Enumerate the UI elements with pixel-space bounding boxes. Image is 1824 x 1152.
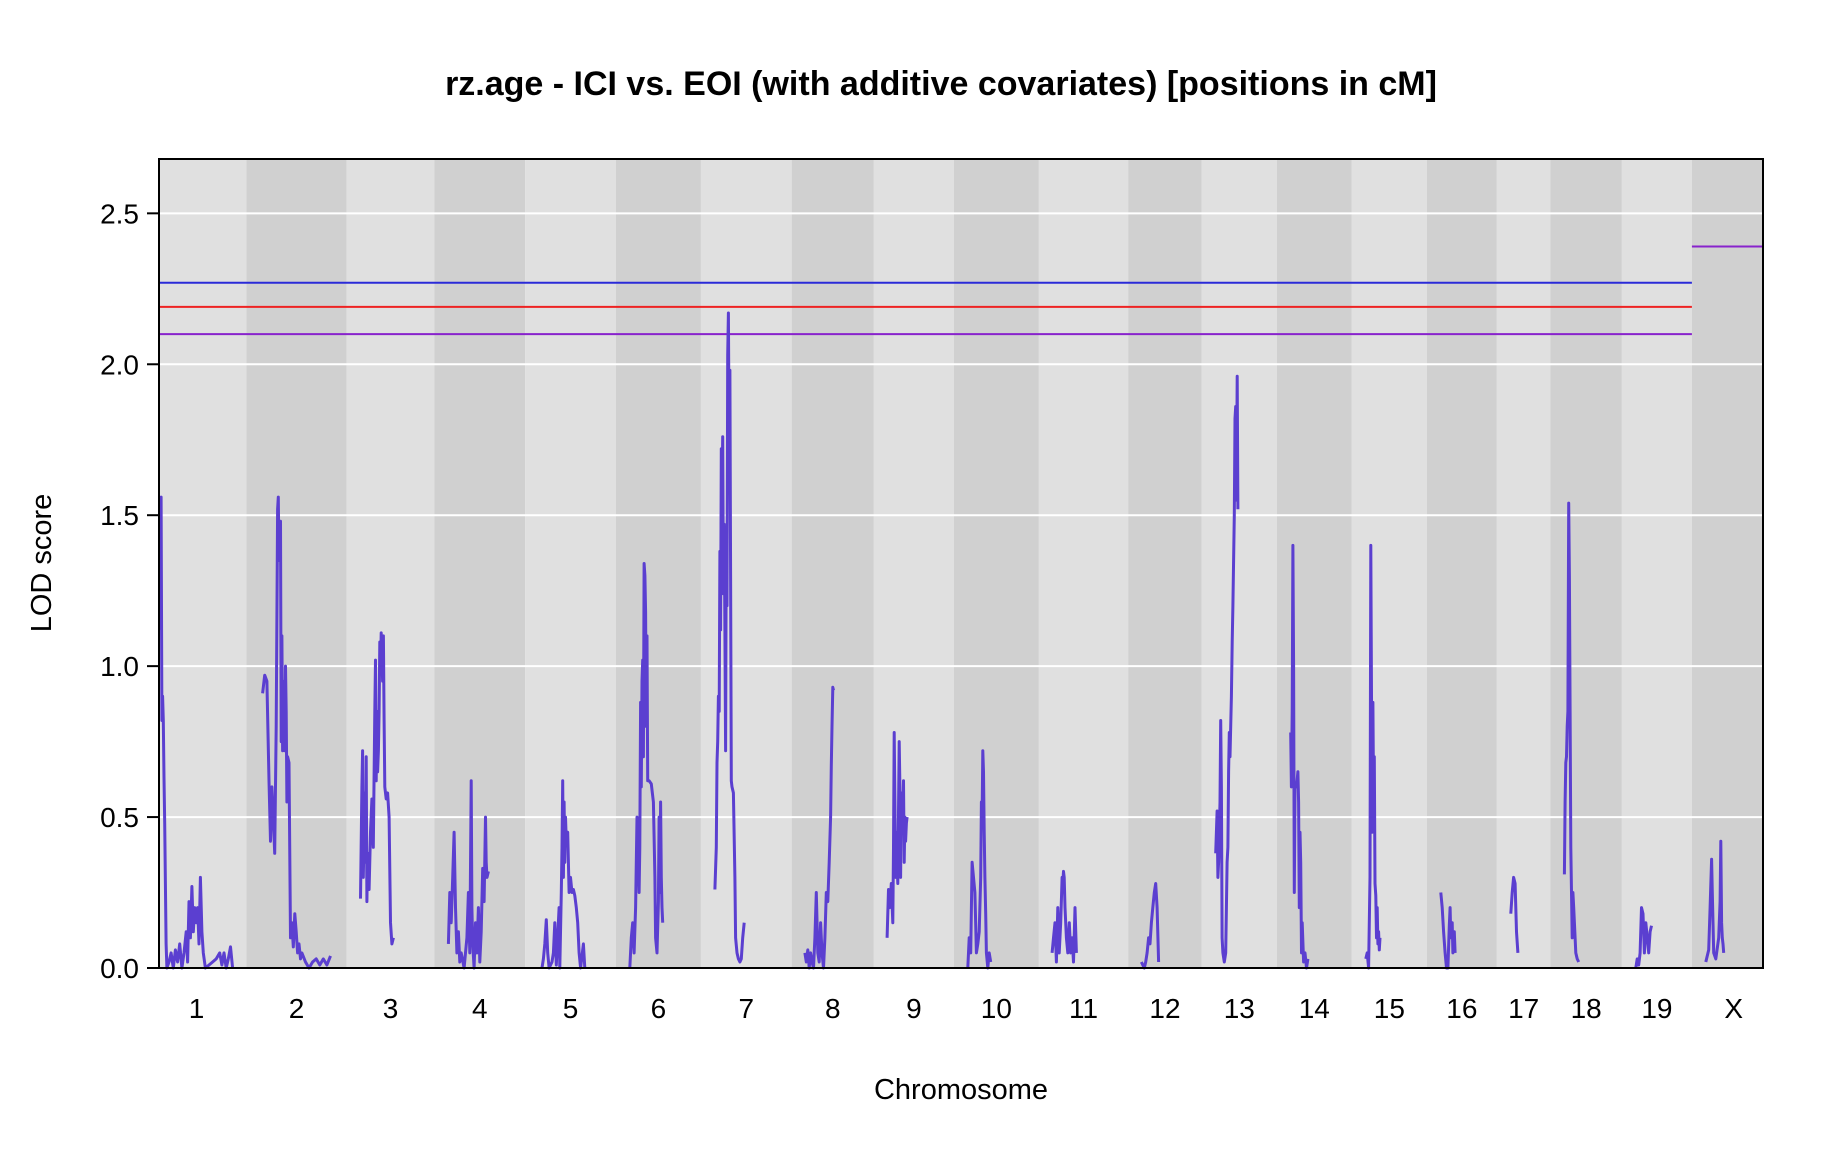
y-tick-label-1.0: 1.0 (100, 651, 139, 682)
chromosome-band-19 (1621, 159, 1692, 968)
lod-trace-chr-5 (540, 779, 587, 970)
x-tick-label-chr-6: 6 (651, 993, 667, 1024)
chromosome-band-7 (700, 159, 792, 968)
x-tick-label-chr-11: 11 (1069, 993, 1098, 1024)
x-tick-label-chr-7: 7 (739, 993, 755, 1024)
chromosome-band-17 (1496, 159, 1551, 968)
lod-trace-chr-8 (803, 685, 835, 970)
lod-trace-chr-11 (1050, 869, 1078, 964)
y-axis-label: LOD score (26, 494, 58, 633)
lod-trace-chr-14 (1289, 543, 1310, 970)
x-tick-label-chr-17: 17 (1508, 993, 1539, 1024)
x-tick-label-chr-4: 4 (472, 993, 488, 1024)
significance-thresholds (159, 245, 1763, 336)
chromosome-band-4 (434, 159, 526, 968)
chromosome-band-1 (159, 159, 247, 968)
chromosome-band-18 (1550, 159, 1622, 968)
x-tick-label-chr-19: 19 (1641, 993, 1672, 1024)
y-tick-label-0.5: 0.5 (100, 802, 139, 833)
y-tick-label-1.5: 1.5 (100, 500, 139, 531)
x-tick-label-chr-3: 3 (383, 993, 399, 1024)
chromosome-band-9 (873, 159, 954, 968)
plot-frame (158, 158, 1764, 969)
lod-trace-chr-3 (359, 631, 395, 946)
x-axis-label: Chromosome (874, 1074, 1048, 1106)
x-tick-label-chr-8: 8 (825, 993, 841, 1024)
chromosome-band-15 (1351, 159, 1427, 968)
x-tick-label-chr-15: 15 (1374, 993, 1405, 1024)
chromosome-band-5 (525, 159, 616, 968)
chromosome-band-12 (1128, 159, 1202, 968)
lod-trace-chr-9 (885, 731, 909, 938)
lod-trace-chr-2 (261, 495, 332, 970)
chromosome-bands (159, 159, 1763, 968)
y-axis-ticks: 0.0 0.5 1.0 1.5 2.0 2.5 (100, 198, 159, 984)
lod-trace-chr-X (1704, 839, 1726, 963)
chart-title: rz.age - ICI vs. EOI (with additive cova… (445, 65, 1437, 103)
x-tick-label-chr-5: 5 (563, 993, 579, 1024)
y-tick-label-2.0: 2.0 (100, 349, 139, 380)
y-tick-label-0.0: 0.0 (100, 953, 139, 984)
chromosome-band-11 (1038, 159, 1129, 968)
x-tick-label-chr-14: 14 (1299, 993, 1330, 1024)
lod-trace-chr-16 (1439, 892, 1457, 970)
lod-series (158, 311, 1726, 970)
chromosome-band-14 (1276, 159, 1352, 968)
chromosome-band-X (1691, 159, 1763, 968)
x-tick-label-chr-10: 10 (981, 993, 1012, 1024)
x-tick-label-chr-1: 1 (189, 993, 205, 1024)
chromosome-band-2 (246, 159, 347, 968)
x-tick-label-chr-9: 9 (906, 993, 922, 1024)
lod-trace-chr-7 (713, 311, 746, 964)
lod-trace-chr-18 (1562, 501, 1581, 963)
x-axis-ticks: 1 2 3 4 5 6 7 8 9 10 11 12 13 14 15 16 17 18 19 X (189, 993, 1744, 1024)
lod-trace-chr-6 (628, 562, 665, 969)
lod-trace-chr-4 (446, 779, 490, 970)
x-tick-label-chr-12: 12 (1149, 993, 1180, 1024)
lod-trace-chr-19 (1634, 906, 1653, 969)
x-tick-label-chr-X: X (1724, 993, 1743, 1024)
x-tick-label-chr-2: 2 (289, 993, 305, 1024)
lod-trace-chr-1 (158, 495, 235, 970)
lod-trace-chr-13 (1214, 374, 1240, 964)
x-tick-label-chr-18: 18 (1571, 993, 1602, 1024)
chromosome-band-10 (953, 159, 1039, 968)
lod-trace-chr-10 (966, 749, 993, 970)
x-tick-label-chr-16: 16 (1446, 993, 1477, 1024)
lod-trace-chr-17 (1509, 875, 1520, 953)
y-tick-label-2.5: 2.5 (100, 198, 139, 229)
lod-trace-chr-15 (1364, 543, 1382, 970)
chromosome-band-16 (1426, 159, 1497, 968)
chromosome-band-13 (1201, 159, 1277, 968)
chromosome-band-8 (791, 159, 874, 968)
x-tick-label-chr-13: 13 (1224, 993, 1255, 1024)
